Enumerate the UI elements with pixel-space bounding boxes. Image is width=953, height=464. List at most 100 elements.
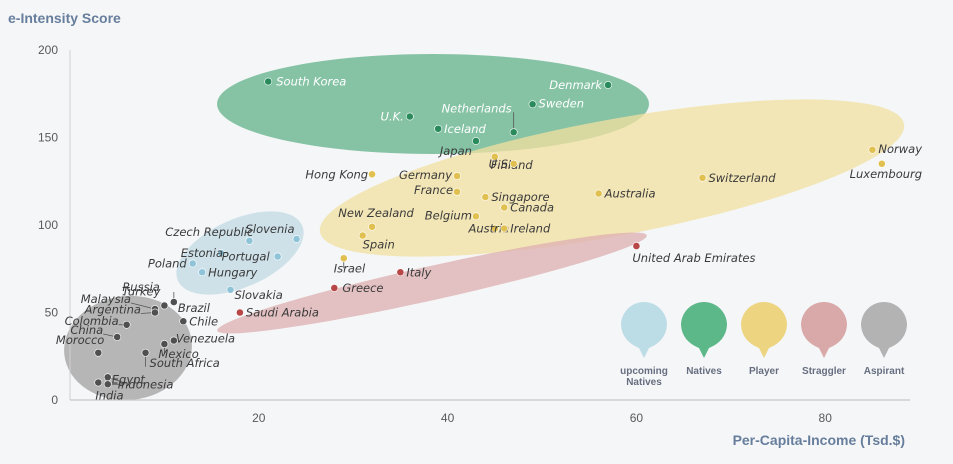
data-point-aspirant	[169, 336, 178, 345]
data-point-straggler	[396, 268, 405, 277]
data-point-aspirant	[169, 298, 178, 306]
data-point-player	[368, 222, 376, 231]
data-point-player	[594, 189, 603, 198]
natives-cluster-ellipse	[217, 54, 649, 154]
data-points: South Korea Denmark Sweden Netherlands U.K. I…	[56, 75, 922, 403]
point-label: Venezuela	[176, 332, 235, 346]
point-label: Colombia	[65, 314, 119, 328]
x-axis-title: Per-Capita-Income (Tsd.$)	[733, 432, 905, 448]
point-label: Mexico	[158, 347, 198, 361]
data-point-player	[868, 145, 877, 154]
data-point-natives	[472, 137, 480, 145]
axis-ticks: 0 50 100 150 200 20 40 60 80	[38, 43, 832, 425]
data-point-player	[490, 152, 499, 161]
straggler-cluster-ellipse	[217, 232, 647, 334]
point-label: Turkey	[122, 285, 161, 299]
data-point-player	[358, 231, 367, 240]
point-label: China	[70, 323, 103, 337]
data-point-player	[472, 212, 480, 221]
data-point-aspirant	[160, 340, 169, 348]
point-label: Hungary	[208, 265, 257, 279]
data-point-straggler	[236, 308, 244, 317]
legend-label: upcoming Natives	[620, 366, 668, 388]
data-point-aspirant	[94, 348, 103, 357]
data-point-aspirant	[179, 317, 188, 326]
data-point-aspirant	[103, 380, 112, 389]
data-point-upcoming	[217, 249, 225, 257]
point-label: Portugal	[222, 250, 271, 264]
point-label: Belgium	[425, 208, 472, 222]
point-label: Egypt	[112, 372, 146, 386]
data-point-aspirant	[141, 348, 150, 357]
point-label: Slovakia	[234, 288, 282, 302]
legend-item-straggler: Straggler	[801, 302, 847, 377]
legend-label: Straggler	[802, 366, 846, 377]
point-label: Netherlands	[442, 101, 512, 115]
point-label: Denmark	[549, 78, 603, 92]
point-label: Japan	[438, 144, 472, 158]
data-point-player	[509, 159, 518, 168]
point-label: Russia	[122, 280, 160, 294]
data-point-aspirant	[103, 373, 112, 382]
data-point-player	[490, 224, 499, 233]
point-label: Canada	[510, 201, 554, 215]
legend-label: Aspirant	[864, 366, 905, 377]
point-label: Singapore	[491, 190, 549, 204]
data-point-player	[453, 172, 461, 180]
data-point-upcoming	[292, 235, 301, 243]
point-label: Morocco	[56, 333, 104, 347]
point-label: Malaysia	[81, 292, 131, 306]
data-point-player	[368, 170, 376, 179]
point-label: Chile	[189, 314, 218, 328]
cluster-ellipses	[64, 54, 905, 401]
x-tick-label: 60	[630, 411, 644, 425]
legend-drop-marker	[801, 302, 847, 358]
point-label: Norway	[878, 142, 922, 156]
point-label: Switzerland	[708, 171, 776, 185]
point-label: Israel	[334, 261, 366, 275]
data-point-player	[339, 254, 348, 263]
legend-drop-marker	[681, 302, 727, 358]
point-label: Slovenia	[246, 222, 295, 236]
point-label: Ireland	[510, 222, 551, 236]
data-point-player	[500, 224, 509, 233]
point-label: Saudi Arabia	[246, 306, 319, 320]
data-point-aspirant	[122, 320, 131, 329]
legend-drop-marker	[861, 302, 907, 358]
x-tick-label: 80	[819, 411, 833, 425]
point-label: Indonesia	[118, 377, 174, 391]
legend-item-natives: Natives	[681, 302, 727, 377]
x-tick-label: 20	[252, 411, 266, 425]
upcoming-cluster-ellipse	[176, 211, 304, 295]
point-label: Estonia	[181, 246, 223, 260]
point-label: Germany	[399, 168, 452, 182]
data-point-straggler	[330, 284, 339, 292]
point-label: Luxembourg	[850, 167, 922, 181]
legend-item-player: Player	[741, 302, 787, 377]
data-point-player	[500, 203, 509, 212]
data-point-upcoming	[226, 285, 235, 294]
point-label: New Zealand	[338, 206, 414, 220]
data-point-player	[453, 187, 461, 196]
legend: upcoming Natives Natives Player Straggler Asp…	[620, 302, 907, 388]
point-label: Australia	[604, 187, 656, 201]
legend-item-aspirant: Aspirant	[861, 302, 907, 377]
y-tick-label: 50	[45, 306, 59, 320]
label-leader-line	[130, 302, 156, 310]
data-point-natives	[405, 112, 414, 121]
point-label: Poland	[148, 257, 188, 271]
legend-drop-marker	[621, 302, 667, 358]
point-label: U.S.	[489, 157, 512, 171]
y-tick-label: 0	[51, 393, 58, 407]
y-tick-label: 200	[38, 43, 58, 57]
legend-label: Player	[749, 366, 779, 377]
point-label: Iceland	[444, 122, 486, 136]
data-point-player	[481, 193, 490, 201]
point-label: Hong Kong	[305, 167, 368, 181]
data-point-upcoming	[188, 259, 197, 268]
data-point-straggler	[632, 242, 641, 250]
point-label: Brazil	[178, 301, 211, 315]
point-label: Czech Republic	[165, 225, 254, 239]
